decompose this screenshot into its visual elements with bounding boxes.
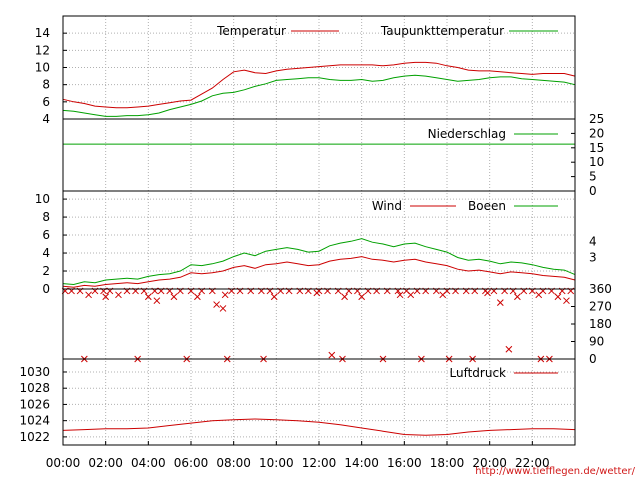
y-tick-label: 0	[42, 282, 50, 296]
x-tick-label: 14:00	[344, 456, 379, 470]
y-tick-label-right: 20	[589, 126, 604, 140]
credit-text: http://www.tiefflegen.de/wetter/	[475, 466, 635, 477]
wind-direction-marker	[270, 293, 278, 301]
wind-direction-marker	[102, 293, 110, 301]
y-tick-label-right: 90	[589, 335, 604, 349]
x-tick-label: 22:00	[515, 456, 550, 470]
y-tick-label: 1030	[19, 365, 50, 379]
series-luftdruck-line	[62, 418, 576, 436]
y-tick-label-right: 15	[589, 141, 604, 155]
y-tick-label-right: 25	[589, 112, 604, 126]
wind-direction-marker	[221, 291, 229, 299]
y-tick-label: 1022	[19, 430, 50, 444]
wind-direction-marker	[170, 293, 178, 301]
wind-direction-marker	[535, 291, 543, 299]
x-tick-label: 18:00	[430, 456, 465, 470]
wind-direction-marker	[115, 291, 122, 299]
wind-direction-marker	[358, 293, 366, 301]
wind-direction-marker	[439, 291, 447, 299]
x-tick-label: 20:00	[472, 456, 507, 470]
y-tick-label-right: 0	[589, 352, 597, 366]
y-tick-label: 1028	[19, 381, 50, 395]
wind-direction-marker	[219, 305, 227, 312]
x-tick-label: 00:00	[46, 456, 81, 470]
y-tick-label: 1024	[19, 414, 50, 428]
wind-direction-marker	[407, 291, 415, 299]
wind-direction-marker	[505, 345, 513, 353]
series-boeen-line	[62, 238, 576, 286]
y-tick-label: 6	[42, 228, 50, 242]
y-tick-label-right: 5	[589, 170, 597, 184]
x-tick-label: 06:00	[174, 456, 209, 470]
y-tick-label: 8	[42, 78, 50, 92]
wind-direction-marker	[313, 289, 321, 297]
series-lines	[61, 61, 576, 436]
legend-niederschlag-label: Niederschlag	[428, 127, 506, 141]
x-tick-label: 04:00	[131, 456, 166, 470]
chart-frame	[62, 15, 576, 446]
wind-direction-marker	[496, 299, 504, 306]
y-tick-label-right: 270	[589, 300, 612, 314]
y-tick-label-right: 4	[589, 234, 597, 248]
y-tick-label: 4	[42, 246, 50, 260]
y-tick-label-right: 180	[589, 317, 612, 331]
y-tick-label: 6	[42, 95, 50, 109]
y-tick-label: 10	[35, 61, 50, 75]
wind-direction-marker	[144, 293, 152, 301]
y-tick-label: 2	[42, 264, 50, 278]
wind-direction-marker	[328, 351, 336, 359]
wind-direction-marker	[514, 293, 521, 301]
wind-direction-marker	[554, 293, 562, 301]
x-tick-label: 10:00	[259, 456, 294, 470]
y-tick-label: 10	[35, 192, 50, 206]
x-tick-label: 08:00	[216, 456, 251, 470]
y-tick-label: 1026	[19, 397, 50, 411]
legend-taupunkttemperatur-label: Taupunkttemperatur	[380, 24, 504, 38]
y-tick-label-right: 10	[589, 155, 604, 169]
y-tick-label: 4	[42, 112, 50, 126]
legend-temperatur-label: Temperatur	[216, 24, 286, 38]
legend-luftdruck-label: Luftdruck	[449, 366, 506, 380]
panel-frames	[62, 15, 576, 446]
wind-direction-marker	[85, 291, 92, 299]
wind-direction-marker	[194, 293, 201, 301]
legends: Temperatur Taupunkttemperatur Niederschlag…	[216, 24, 558, 380]
y-tick-label-right: 3	[589, 251, 597, 265]
wind-direction-marker	[484, 289, 491, 297]
series-taupunkttemperatur-line	[62, 74, 576, 117]
grid-lines	[63, 16, 575, 445]
wind-direction-marker	[153, 297, 161, 305]
y-tick-label: 14	[35, 26, 50, 40]
wind-direction-marker	[213, 301, 220, 308]
series-wind-line	[62, 256, 576, 288]
x-tick-label: 12:00	[302, 456, 337, 470]
legend-boeen-label: Boeen	[468, 199, 506, 213]
tick-labels: 4681012140246810102210241026102810300510…	[19, 26, 611, 470]
wind-direction-marker	[396, 291, 404, 299]
wind-direction-marker	[341, 293, 348, 301]
y-tick-label-right: 0	[589, 184, 597, 198]
y-tick-label: 8	[42, 210, 50, 224]
wind-direction-marker	[563, 297, 570, 305]
x-tick-label: 16:00	[387, 456, 422, 470]
x-tick-label: 02:00	[88, 456, 123, 470]
y-tick-label: 12	[35, 43, 50, 57]
legend-wind-label: Wind	[372, 199, 402, 213]
y-tick-label-right: 360	[589, 282, 612, 296]
series-temperatur-line	[62, 61, 576, 109]
